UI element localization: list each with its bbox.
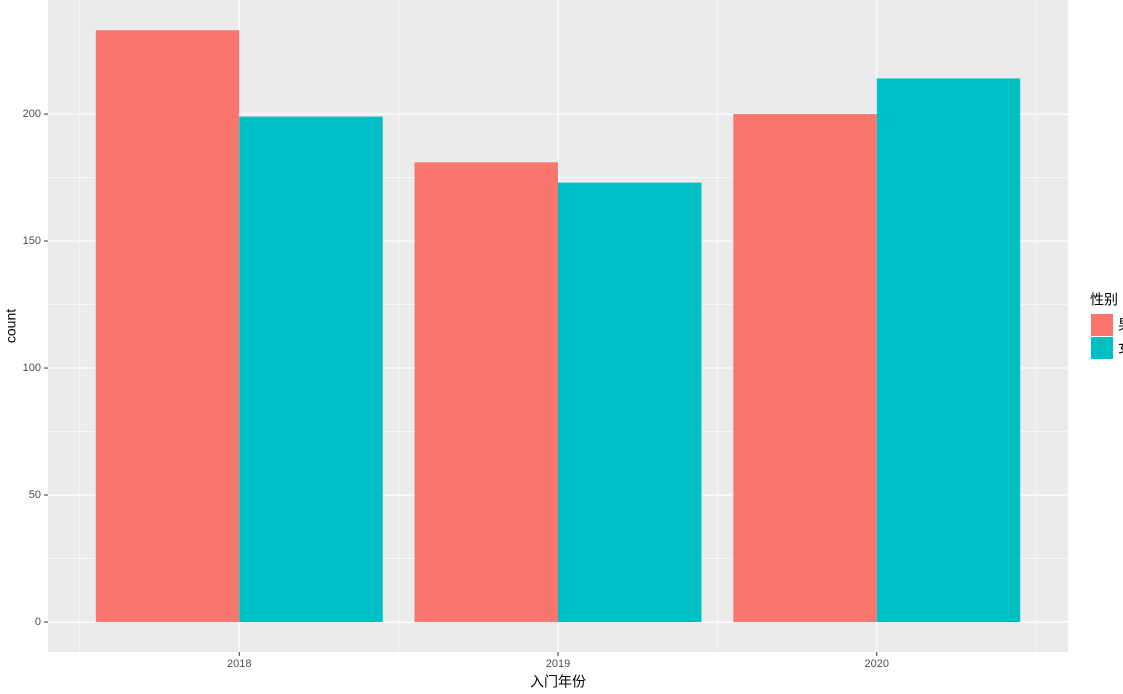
bar	[558, 182, 702, 623]
y-tick-label: 200	[23, 108, 41, 120]
legend-title: 性别	[1090, 292, 1118, 308]
x-tick-label: 2018	[227, 658, 251, 670]
y-axis-title: count	[3, 309, 19, 343]
bar	[733, 114, 877, 623]
legend-label: 男	[1118, 317, 1123, 333]
y-tick-label: 150	[23, 235, 41, 247]
x-tick-label: 2019	[546, 658, 570, 670]
legend-key	[1091, 314, 1113, 336]
x-axis-title: 入门年份	[530, 674, 586, 690]
bar	[414, 162, 558, 623]
legend-key	[1091, 337, 1113, 359]
y-tick-label: 50	[29, 489, 41, 501]
x-tick-label: 2020	[865, 658, 889, 670]
bar	[239, 116, 383, 623]
bar	[95, 30, 240, 623]
y-tick-label: 0	[35, 616, 41, 628]
bar	[876, 78, 1021, 623]
y-tick-label: 100	[23, 362, 41, 374]
legend-label: 女	[1118, 340, 1123, 356]
